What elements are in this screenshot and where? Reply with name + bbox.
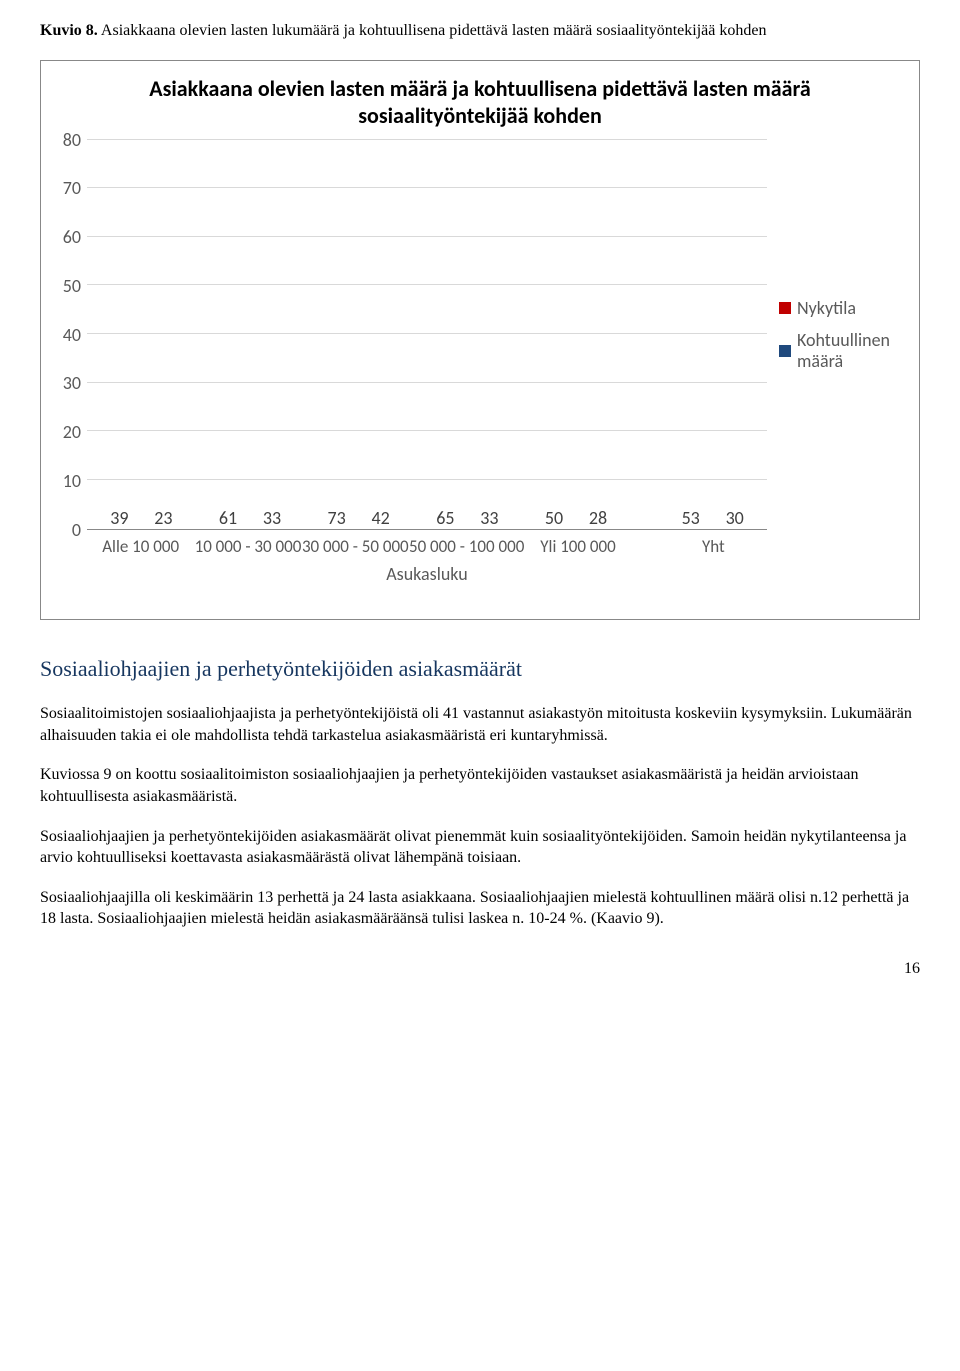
grid-line [87, 382, 767, 383]
caption-rest: Asiakkaana olevien lasten lukumäärä ja k… [98, 22, 767, 39]
y-tick: 10 [63, 470, 81, 492]
caption-lead: Kuvio 8. [40, 22, 98, 39]
y-tick: 60 [63, 226, 81, 248]
y-axis: 01020304050607080 [53, 140, 87, 530]
y-tick: 70 [63, 177, 81, 199]
legend-swatch [779, 302, 791, 314]
legend-label: Kohtuullinen määrä [797, 330, 907, 371]
legend-label: Nykytila [797, 298, 856, 319]
bar-label: 61 [219, 507, 237, 529]
y-tick: 20 [63, 421, 81, 443]
grid-line [87, 236, 767, 237]
bar-label: 50 [545, 507, 563, 529]
paragraph: Sosiaalitoimistojen sosiaaliohjaajista j… [40, 703, 920, 746]
legend-item: Nykytila [779, 298, 907, 319]
bar-label: 30 [726, 507, 744, 529]
legend: Nykytila Kohtuullinen määrä [767, 140, 907, 530]
x-tick: 50 000 - 100 000 [409, 530, 524, 557]
bar-label: 39 [110, 507, 128, 529]
x-tick: 10 000 - 30 000 [194, 530, 301, 557]
grid-line [87, 139, 767, 140]
x-tick: Yht [660, 530, 767, 557]
x-tick: Yli 100 000 [524, 530, 631, 557]
grid-line [87, 333, 767, 334]
bar-groups: 39 23 61 33 73 42 65 33 50 28 53 30 [87, 140, 767, 529]
x-axis-label: Asukasluku [87, 563, 767, 585]
plot-area: 39 23 61 33 73 42 65 33 50 28 53 30 [87, 140, 767, 530]
grid-line [87, 430, 767, 431]
y-tick: 50 [63, 275, 81, 297]
legend-swatch [779, 345, 791, 357]
paragraph: Kuviossa 9 on koottu sosiaalitoimiston s… [40, 764, 920, 807]
body-text: Sosiaaliohjaajien ja perhetyöntekijöiden… [40, 654, 920, 930]
legend-item: Kohtuullinen määrä [779, 330, 907, 371]
page-number: 16 [40, 960, 920, 978]
y-tick: 0 [72, 519, 81, 541]
x-tick: 30 000 - 50 000 [302, 530, 409, 557]
section-heading: Sosiaaliohjaajien ja perhetyöntekijöiden… [40, 654, 920, 684]
paragraph: Sosiaaliohjaajien ja perhetyöntekijöiden… [40, 826, 920, 869]
bar-label: 23 [154, 507, 172, 529]
bar-label: 53 [682, 507, 700, 529]
bar-label: 73 [328, 507, 346, 529]
y-tick: 40 [63, 324, 81, 346]
y-tick: 80 [63, 129, 81, 151]
bar-label: 33 [263, 507, 281, 529]
bar-chart: Asiakkaana olevien lasten määrä ja kohtu… [40, 60, 920, 620]
bar-label: 42 [372, 507, 390, 529]
x-axis: Alle 10 00010 000 - 30 00030 000 - 50 00… [87, 530, 767, 557]
y-tick: 30 [63, 372, 81, 394]
x-tick: Alle 10 000 [87, 530, 194, 557]
figure-caption: Kuvio 8. Asiakkaana olevien lasten lukum… [40, 20, 920, 42]
bar-label: 28 [589, 507, 607, 529]
grid-line [87, 479, 767, 480]
bar-label: 65 [436, 507, 454, 529]
grid-line [87, 187, 767, 188]
chart-title: Asiakkaana olevien lasten määrä ja kohtu… [83, 75, 877, 130]
bar-label: 33 [480, 507, 498, 529]
paragraph: Sosiaaliohjaajilla oli keskimäärin 13 pe… [40, 887, 920, 930]
grid-line [87, 284, 767, 285]
plot-row: 01020304050607080 3923613373426533502853… [53, 140, 907, 530]
